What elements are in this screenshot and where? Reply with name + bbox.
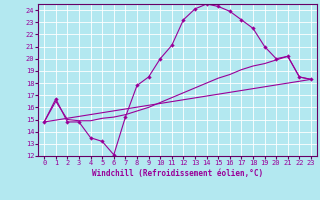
X-axis label: Windchill (Refroidissement éolien,°C): Windchill (Refroidissement éolien,°C)	[92, 169, 263, 178]
